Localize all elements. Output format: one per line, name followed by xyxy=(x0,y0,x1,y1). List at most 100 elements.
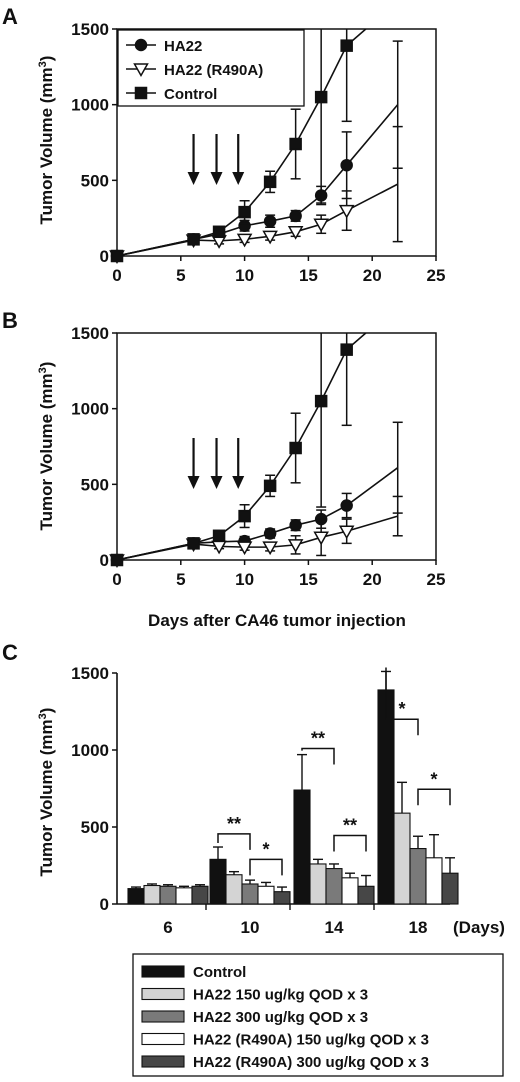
point-control xyxy=(340,39,353,52)
x-tick-label: 10 xyxy=(235,570,254,589)
point-ha22-r490a xyxy=(338,525,355,540)
series-line-ha22 xyxy=(116,467,399,561)
x-tick-label: 10 xyxy=(235,266,254,285)
legend-marker-ha22-r490a xyxy=(133,63,149,78)
bar-control xyxy=(209,858,227,905)
y-tick-label: 0 xyxy=(100,895,109,914)
significance-bracket xyxy=(385,667,419,736)
bar-ha22-300-ug-kg-qod-x-3 xyxy=(409,848,427,905)
legend: Control HA22 150 ug/kg QOD x 3 HA22 300 ug… xyxy=(132,953,504,1077)
legend-label-ha22-r490a-300-ug-kg-qod-x-3: HA22 (R490A) 300 ug/kg QOD x 3 xyxy=(193,1054,429,1071)
bar-ha22-300-ug-kg-qod-x-3 xyxy=(241,883,259,905)
x-tick-label: 20 xyxy=(363,570,382,589)
point-ha22 xyxy=(289,209,302,223)
bar-ha22-r490a-150-ug-kg-qod-x-3 xyxy=(257,885,275,905)
bar-ha22-150-ug-kg-qod-x-3 xyxy=(309,863,327,905)
point-ha22-r490a xyxy=(236,541,253,556)
series-ha22-300-ug-kg-qod-x-3 xyxy=(159,835,427,905)
y-tick-label: 0 xyxy=(100,247,109,266)
y-tick-label: 1500 xyxy=(71,20,109,39)
significance-label: ** xyxy=(343,815,357,835)
series-ha22-r490a xyxy=(109,125,403,265)
x-tick-label: 14 xyxy=(325,918,344,937)
x-tick-label: 0 xyxy=(112,570,121,589)
y-tick-label: 500 xyxy=(81,818,109,837)
x-tick-label: 25 xyxy=(427,570,446,589)
series-ha22-150-ug-kg-qod-x-3 xyxy=(143,781,411,905)
legend-label-ha22-r490a-150-ug-kg-qod-x-3: HA22 (R490A) 150 ug/kg QOD x 3 xyxy=(193,1032,429,1049)
x-tick-labels: 0 5 10 15 20 25 xyxy=(112,266,445,285)
series-line-ha22 xyxy=(116,104,399,257)
x-tick-label: 15 xyxy=(299,266,318,285)
significance-label: * xyxy=(430,769,437,789)
y-axis-label: Tumor Volume (mm3) xyxy=(37,708,56,877)
panel-b: B Tumor Volume (mm3) 0 500 1000 1500 0 5 10 15… xyxy=(2,308,446,630)
point-ha22 xyxy=(263,214,277,228)
legend-swatch-ha22-150-ug-kg-qod-x-3 xyxy=(141,987,185,1001)
point-control xyxy=(340,343,353,356)
point-ha22-r490a xyxy=(262,230,278,245)
y-tick-label: 1000 xyxy=(71,400,109,419)
plot-area: ********* xyxy=(112,667,459,910)
legend-swatch-control xyxy=(141,965,185,978)
point-ha22 xyxy=(340,499,353,512)
significance-bracket xyxy=(301,747,335,765)
point-ha22-r490a xyxy=(313,531,329,546)
y-axis-label: Tumor Volume (mm3) xyxy=(37,362,56,531)
point-control xyxy=(187,537,200,550)
bar-ha22-r490a-300-ug-kg-qod-x-3 xyxy=(441,872,459,905)
significance-bracket xyxy=(249,858,283,876)
treatment-arrow-head xyxy=(187,172,200,185)
point-control xyxy=(314,90,328,104)
point-ha22-r490a xyxy=(262,541,278,556)
point-ha22-r490a xyxy=(287,539,304,553)
y-tick-labels: 0 500 1000 1500 xyxy=(71,664,109,914)
series-control xyxy=(110,333,367,567)
point-control xyxy=(314,394,328,408)
point-control xyxy=(110,553,124,567)
y-tick-label: 0 xyxy=(100,551,109,570)
point-ha22-r490a xyxy=(313,218,329,233)
point-ha22 xyxy=(289,518,302,532)
x-tick-label: 6 xyxy=(163,918,172,937)
y-tick-labels: 0 500 1000 1500 xyxy=(71,20,109,266)
significance-label: * xyxy=(262,839,269,859)
significance-label: ** xyxy=(311,728,325,748)
x-tick-labels: 6 10 14 18 xyxy=(163,918,427,937)
plot-frame xyxy=(116,28,437,257)
legend-label-ha22-300-ug-kg-qod-x-3: HA22 300 ug/kg QOD x 3 xyxy=(193,1009,368,1026)
y-tick-label: 500 xyxy=(81,171,109,190)
bar-ha22-r490a-300-ug-kg-qod-x-3 xyxy=(273,891,291,905)
legend-label-ha22: HA22 xyxy=(164,38,202,55)
point-control xyxy=(289,137,302,151)
point-control xyxy=(238,205,251,219)
treatment-arrow-head xyxy=(187,476,200,489)
legend-label-ha22-r490a: HA22 (R490A) xyxy=(164,62,263,79)
series-group xyxy=(109,29,403,265)
bar-ha22-150-ug-kg-qod-x-3 xyxy=(143,884,161,905)
point-ha22 xyxy=(340,158,353,172)
plot-frame xyxy=(116,332,437,561)
y-axis-label: Tumor Volume (mm3) xyxy=(37,56,56,225)
y-tick-label: 1000 xyxy=(71,741,109,760)
x-axis-label: Days after CA46 tumor injection xyxy=(148,611,406,630)
point-control xyxy=(289,441,302,455)
treatment-arrows xyxy=(187,134,245,185)
legend-label-ha22-150-ug-kg-qod-x-3: HA22 150 ug/kg QOD x 3 xyxy=(193,987,368,1004)
legend-swatch-ha22-300-ug-kg-qod-x-3 xyxy=(141,1010,185,1023)
panel-letter-c: C xyxy=(2,640,18,665)
panel-letter-b: B xyxy=(2,308,18,333)
panel-a: A Tumor Volume (mm3) 0 500 1000 1500 0 5 10 15… xyxy=(2,4,445,285)
series-line-ha22-r490a xyxy=(116,183,399,257)
significance-bracket xyxy=(333,834,367,852)
legend-marker-ha22 xyxy=(134,38,148,52)
bar-ha22-150-ug-kg-qod-x-3 xyxy=(225,874,243,905)
series-ha22-r490a xyxy=(109,495,403,569)
series-control xyxy=(127,670,395,905)
x-tick-label: 5 xyxy=(176,570,185,589)
point-ha22-r490a xyxy=(236,233,253,248)
bar-ha22-r490a-150-ug-kg-qod-x-3 xyxy=(425,857,443,905)
point-control xyxy=(110,249,124,263)
series-line-control xyxy=(116,333,367,561)
